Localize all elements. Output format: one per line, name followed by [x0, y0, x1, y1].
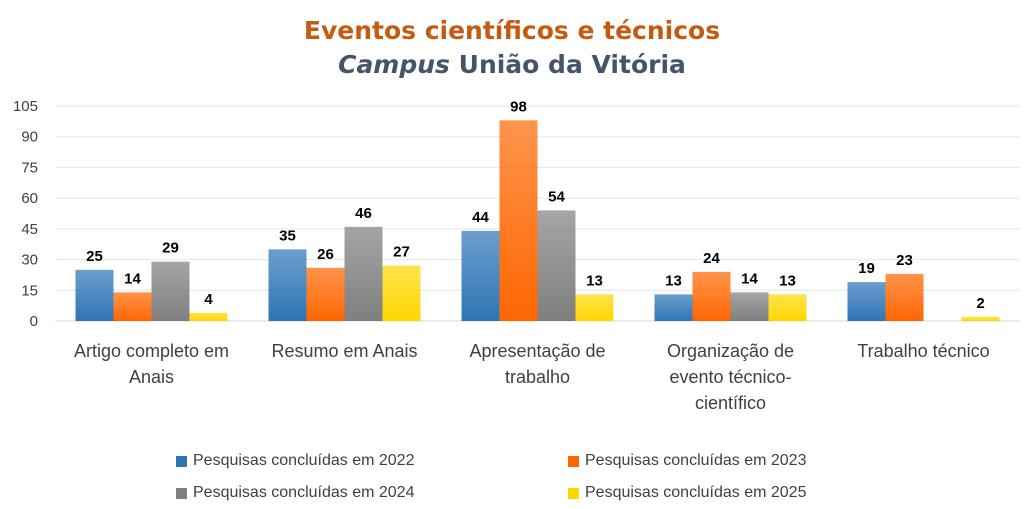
data-label: 23: [896, 252, 913, 269]
x-tick-label: científico: [695, 393, 766, 413]
data-label: 98: [510, 98, 527, 115]
x-tick-label: trabalho: [505, 367, 570, 387]
bar: [75, 269, 114, 321]
data-label: 44: [472, 209, 489, 226]
legend-item-2025: Pesquisas concluídas em 2025: [568, 484, 806, 502]
y-tick-label: 0: [30, 313, 38, 330]
legend-swatch: [176, 487, 187, 499]
data-label: 13: [779, 272, 796, 289]
x-tick-label: Apresentação de: [469, 341, 605, 361]
data-label: 4: [204, 291, 213, 308]
y-tick-label: 30: [21, 252, 38, 269]
data-label: 27: [393, 244, 410, 261]
legend-label: Pesquisas concluídas em 2025: [585, 484, 807, 501]
legend-swatch: [568, 455, 579, 467]
data-label: 13: [586, 272, 603, 289]
data-label: 14: [741, 270, 758, 287]
data-label: 13: [665, 272, 682, 289]
bar: [344, 226, 383, 321]
bar: [382, 265, 421, 321]
bar: [575, 294, 614, 321]
chart-title: Eventos científicos e técnicos: [303, 16, 721, 45]
x-tick-label: evento técnico-: [669, 367, 791, 387]
bar: [692, 271, 731, 321]
legend-item-2024: Pesquisas concluídas em 2024: [176, 484, 414, 502]
y-tick-label: 45: [21, 221, 38, 238]
data-label: 26: [317, 246, 334, 263]
data-label: 24: [703, 250, 720, 267]
data-label: 35: [279, 227, 296, 244]
bar: [151, 261, 190, 321]
legend-label: Pesquisas concluídas em 2024: [193, 484, 415, 501]
x-tick-label: Artigo completo em: [74, 341, 229, 361]
bar: [730, 292, 769, 321]
chart-subtitle: Campus União da Vitória: [0, 50, 1024, 79]
bar: [461, 230, 500, 321]
data-label: 2: [976, 295, 984, 312]
y-tick-label: 90: [21, 129, 38, 146]
bar: [885, 273, 924, 321]
legend-swatch: [176, 455, 187, 467]
y-tick-label: 15: [21, 282, 38, 299]
x-tick-label: Anais: [129, 367, 174, 387]
y-tick-label: 60: [21, 190, 38, 207]
subtitle-rest: União da Vitória: [449, 50, 686, 79]
bar: [537, 210, 576, 321]
legend-swatch: [568, 487, 579, 499]
bar: [847, 282, 886, 321]
data-label: 46: [355, 205, 372, 222]
y-tick-label: 105: [13, 98, 38, 115]
data-label: 29: [162, 240, 179, 257]
bar: [306, 267, 345, 321]
x-tick-label: Organização de: [667, 341, 794, 361]
bar: [961, 316, 1000, 321]
bar: [113, 292, 152, 321]
bar: [768, 294, 807, 321]
subtitle-italic: Campus: [338, 50, 450, 79]
legend-item-2023: Pesquisas concluídas em 2023: [568, 452, 806, 470]
data-label: 14: [124, 270, 141, 287]
legend-label: Pesquisas concluídas em 2022: [193, 452, 415, 469]
legend-label: Pesquisas concluídas em 2023: [585, 452, 807, 469]
legend-item-2022: Pesquisas concluídas em 2022: [176, 452, 414, 470]
data-label: 25: [86, 248, 103, 265]
bar: [654, 294, 693, 321]
x-tick-label: Trabalho técnico: [857, 341, 989, 361]
bar: [499, 120, 538, 321]
data-label: 19: [858, 260, 875, 277]
y-tick-label: 75: [21, 159, 38, 176]
bar: [189, 312, 228, 321]
data-label: 54: [548, 188, 565, 205]
x-tick-label: Resumo em Anais: [271, 341, 417, 361]
bar: [268, 249, 307, 321]
